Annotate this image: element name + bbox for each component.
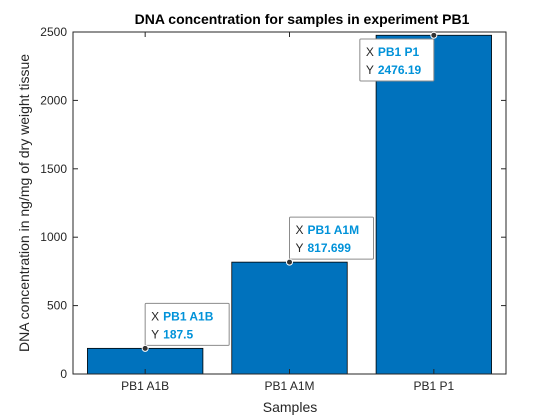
y-tick-label-1: 500 <box>47 299 67 313</box>
datatip-1: X PB1 A1B Y 187.5 <box>141 302 230 352</box>
y-tick-label-5: 2500 <box>40 25 67 39</box>
datatip-marker <box>286 258 293 266</box>
datatip-x-value: PB1 P1 <box>378 45 420 59</box>
datatip-y-value: 817.699 <box>308 241 352 255</box>
datatip-y-value: 187.5 <box>163 327 193 341</box>
datatip-x-value: PB1 A1M <box>308 223 360 237</box>
datatip-x-prefix: X <box>296 223 304 237</box>
y-tick-label-4: 2000 <box>40 93 67 107</box>
datatip-marker <box>141 344 149 352</box>
datatip-marker <box>430 31 438 39</box>
datatip-x-prefix: X <box>151 309 159 323</box>
y-tick-label-2: 1000 <box>40 230 67 244</box>
chart-title: DNA concentration for samples in experim… <box>135 11 470 27</box>
x-tick-label-1: PB1 A1M <box>264 379 314 393</box>
x-tick-label-2: PB1 P1 <box>413 379 454 393</box>
y-tick-label-0: 0 <box>60 367 67 381</box>
datatip-y-prefix: Y <box>151 327 159 341</box>
datatips-layer: X PB1 A1B Y 187.5 X PB1 A1M Y 817.699 X PB1 P1 Y 24… <box>141 31 438 352</box>
datatip-2: X PB1 A1M Y 817.699 <box>286 216 374 266</box>
datatip-x-prefix: X <box>366 45 374 59</box>
datatip-x-value: PB1 A1B <box>163 309 214 323</box>
datatip-y-value: 2476.19 <box>378 63 422 77</box>
x-tick-label-0: PB1 A1B <box>121 379 169 393</box>
datatip-box <box>289 216 374 260</box>
x-axis-label: Samples <box>263 399 317 415</box>
x-axis-ticks: PB1 A1B PB1 A1M PB1 P1 <box>121 32 455 393</box>
y-axis-ticks: 0 500 1000 1500 2000 2500 <box>40 25 506 381</box>
y-axis-label: DNA concentration in ng/mg of dry weight… <box>16 54 32 352</box>
datatip-box <box>359 38 435 82</box>
datatip-box <box>144 302 230 346</box>
datatip-y-prefix: Y <box>366 63 374 77</box>
datatip-y-prefix: Y <box>296 241 304 255</box>
bar-2 <box>231 261 348 375</box>
y-tick-label-3: 1500 <box>40 162 67 176</box>
datatip-3: X PB1 P1 Y 2476.19 <box>359 31 438 82</box>
bar-3 <box>375 34 492 375</box>
